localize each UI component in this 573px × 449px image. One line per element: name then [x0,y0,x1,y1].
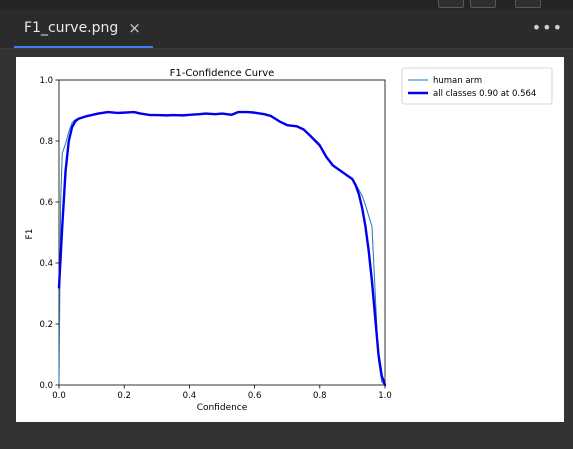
series-line-all-classes [59,112,385,385]
x-tick-label: 0.6 [248,391,262,401]
window-top-strip [0,0,573,10]
x-tick-label: 0.4 [183,391,197,401]
legend: human arm all classes 0.90 at 0.564 [402,68,552,104]
y-tick-label: 1.0 [39,76,53,86]
x-tick-label: 1.0 [378,391,392,401]
toolbar-button[interactable] [438,0,464,8]
series-line-human-arm [59,112,385,385]
toolbar-button[interactable] [470,0,496,8]
legend-entry: human arm [433,76,482,86]
y-tick-label: 0.2 [39,320,53,330]
tab-f1-curve[interactable]: F1_curve.png × [14,10,153,48]
tab-label: F1_curve.png [24,20,118,36]
y-axis-label: F1 [25,229,35,240]
y-tick-label: 0.0 [39,381,53,391]
f1-confidence-chart: 0.0 0.2 0.4 0.6 0.8 1.0 0.0 0.2 0.4 0.6 0.8 1.0 F1-… [16,57,564,422]
close-icon[interactable]: × [128,21,141,36]
chart-title: F1-Confidence Curve [170,68,275,79]
y-tick-label: 0.6 [39,198,53,208]
y-tick-label: 0.4 [39,259,53,269]
more-actions-icon[interactable]: ••• [532,18,563,37]
toolbar-button[interactable] [515,0,541,8]
image-canvas: 0.0 0.2 0.4 0.6 0.8 1.0 0.0 0.2 0.4 0.6 0.8 1.0 F1-… [16,57,564,422]
x-axis-label: Confidence [197,403,248,413]
plot-area-frame [59,80,385,385]
tab-bar: F1_curve.png × ••• [0,10,573,49]
x-tick-label: 0.2 [117,391,131,401]
legend-entry: all classes 0.90 at 0.564 [433,89,536,99]
x-tick-label: 0.0 [52,391,66,401]
x-tick-label: 0.8 [313,391,327,401]
y-tick-label: 0.8 [39,137,53,147]
